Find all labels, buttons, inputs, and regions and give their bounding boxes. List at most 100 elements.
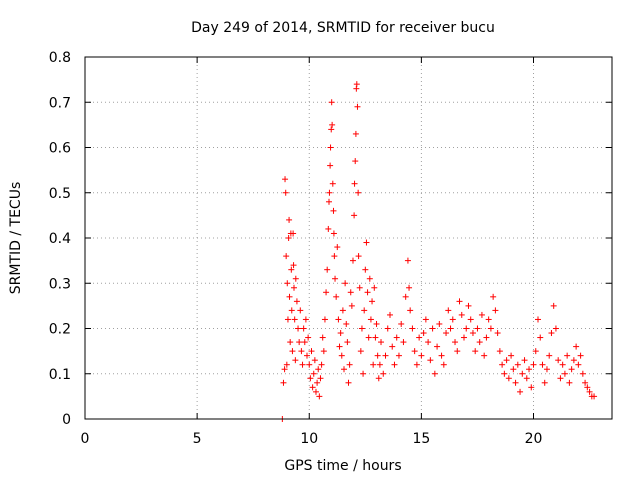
data-point — [526, 366, 533, 373]
data-point — [487, 325, 494, 332]
data-point — [469, 330, 476, 337]
data-point — [496, 348, 503, 355]
data-point — [291, 316, 298, 323]
y-tick-label: 0.4 — [49, 231, 71, 247]
data-point — [564, 352, 571, 359]
data-point — [534, 316, 541, 323]
data-point — [329, 180, 336, 187]
data-point — [456, 298, 463, 305]
x-axis-label: GPS time / hours — [284, 458, 401, 474]
data-point — [371, 284, 378, 291]
data-point — [362, 266, 369, 273]
data-point — [360, 370, 367, 377]
data-point — [528, 384, 535, 391]
data-point — [324, 266, 331, 273]
data-point — [327, 162, 334, 169]
data-point — [380, 370, 387, 377]
data-point — [328, 126, 335, 133]
data-point — [478, 311, 485, 318]
x-tick-label: 15 — [412, 431, 430, 447]
data-point — [285, 235, 292, 241]
y-tick-label: 0.5 — [49, 186, 71, 202]
data-point — [363, 239, 370, 246]
data-point — [345, 379, 352, 386]
data-point — [407, 307, 414, 314]
data-point — [570, 357, 577, 364]
data-point — [429, 325, 436, 332]
data-point — [297, 307, 304, 314]
data-point — [353, 81, 360, 88]
data-point — [472, 348, 479, 355]
data-point — [568, 366, 575, 373]
data-point — [327, 144, 334, 151]
data-point — [402, 293, 409, 300]
y-tick-label: 0.7 — [49, 95, 71, 111]
data-point — [295, 325, 302, 332]
y-tick-label: 0.6 — [49, 141, 71, 157]
data-point — [517, 388, 524, 395]
data-point — [290, 230, 297, 237]
data-point — [404, 257, 411, 264]
data-point — [321, 316, 328, 323]
data-point — [374, 352, 381, 359]
data-point — [591, 393, 598, 400]
data-point — [465, 302, 472, 309]
data-point — [490, 293, 497, 300]
data-point — [316, 393, 323, 400]
data-point — [333, 293, 340, 300]
data-point — [376, 361, 383, 368]
data-point — [312, 388, 319, 395]
data-point — [351, 212, 358, 219]
data-point — [411, 348, 418, 355]
data-point — [406, 284, 413, 291]
data-point — [577, 352, 584, 359]
data-point — [499, 361, 506, 368]
data-point — [288, 307, 295, 314]
data-point — [307, 375, 314, 382]
data-point — [364, 289, 371, 296]
data-point — [452, 339, 459, 346]
data-point — [422, 316, 429, 323]
data-point — [393, 334, 400, 341]
data-point — [293, 298, 300, 305]
data-point — [281, 366, 288, 373]
data-point — [332, 275, 339, 282]
data-point — [288, 266, 295, 273]
data-point — [315, 366, 322, 373]
data-point — [292, 275, 299, 282]
data-point — [301, 339, 308, 346]
data-point — [341, 366, 348, 373]
data-point — [323, 289, 330, 296]
data-point — [454, 348, 461, 355]
data-point — [286, 216, 293, 223]
data-point — [546, 352, 553, 359]
data-point — [289, 348, 296, 355]
data-point — [325, 198, 332, 205]
data-point — [370, 361, 377, 368]
data-point — [557, 375, 564, 382]
chart-title: Day 249 of 2014, SRMTID for receiver buc… — [191, 20, 495, 36]
data-point — [309, 384, 316, 391]
data-point — [355, 253, 362, 260]
data-point — [328, 99, 335, 106]
data-point — [352, 130, 359, 137]
data-point — [311, 357, 318, 364]
data-point — [349, 257, 356, 264]
data-point — [329, 121, 336, 128]
data-point — [372, 334, 379, 341]
data-point — [367, 316, 374, 323]
data-point — [559, 361, 566, 368]
data-point — [434, 343, 441, 350]
data-point — [342, 280, 349, 287]
data-point — [543, 366, 550, 373]
data-point — [530, 361, 537, 368]
grid-layer — [85, 57, 612, 419]
x-tick-label: 20 — [525, 431, 543, 447]
y-tick-label: 0.1 — [49, 367, 71, 383]
data-point — [494, 330, 501, 337]
x-tick-label: 5 — [193, 431, 202, 447]
x-tick-label: 0 — [81, 431, 90, 447]
data-point — [382, 352, 389, 359]
data-point — [310, 370, 317, 377]
data-point — [573, 343, 580, 350]
